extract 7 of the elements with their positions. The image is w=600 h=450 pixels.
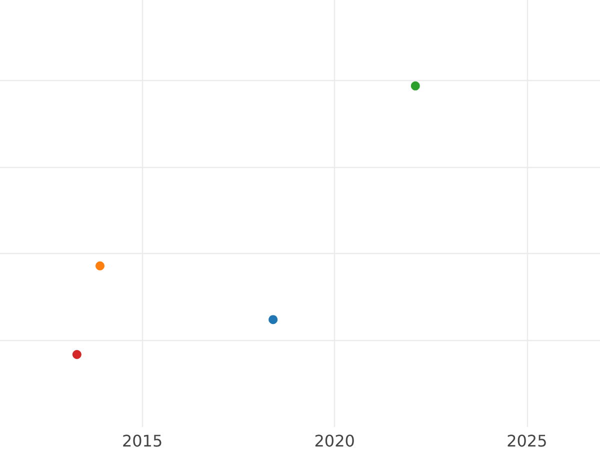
x-tick-label: 2020: [314, 432, 355, 450]
point: [268, 315, 278, 324]
x-tick-label: 2025: [506, 432, 548, 450]
point: [410, 81, 420, 90]
point: [72, 350, 82, 359]
point: [96, 261, 104, 270]
x-tick-label: 2015: [122, 432, 163, 450]
